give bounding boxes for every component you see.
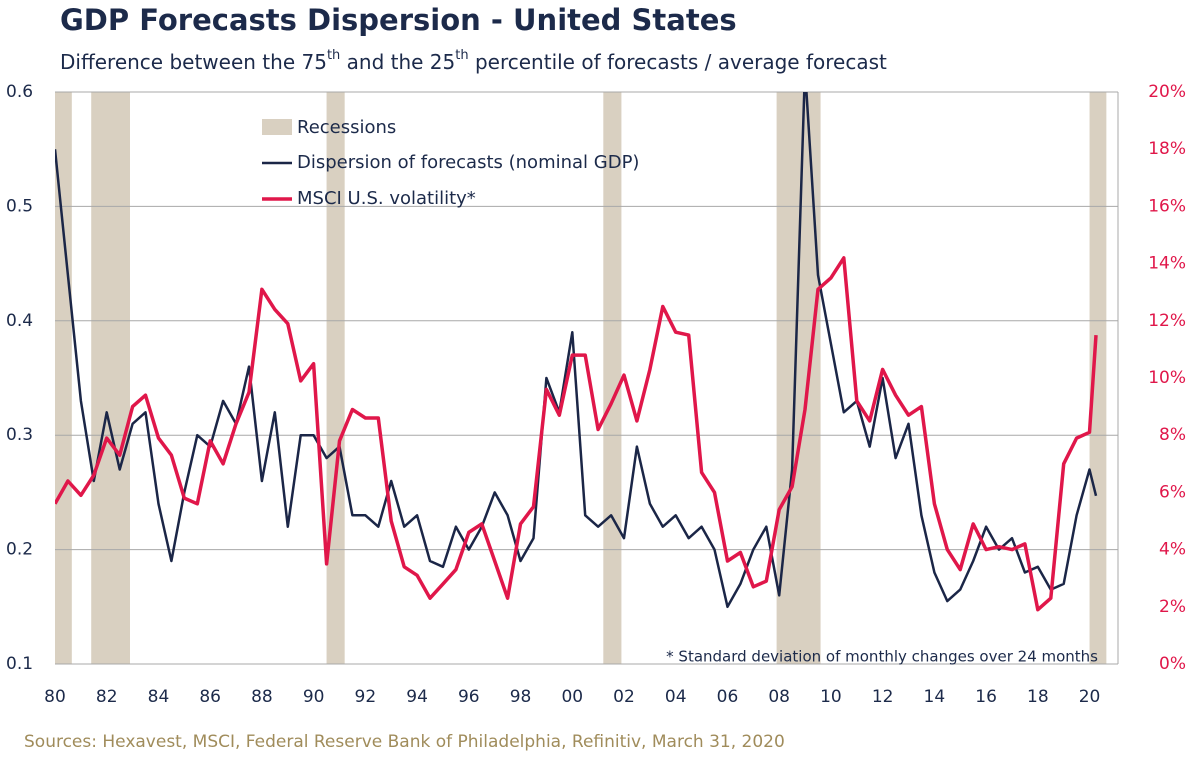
x-tick-label: 10 — [820, 687, 842, 707]
subtitle-superscript: th — [327, 48, 340, 63]
x-tick-label: 14 — [924, 687, 946, 707]
y2-tick-label: 16% — [1148, 196, 1186, 216]
recession-band — [55, 92, 72, 664]
recession-band — [1089, 92, 1107, 664]
subtitle-part: percentile of forecasts / average foreca… — [469, 50, 887, 74]
subtitle-superscript: th — [455, 48, 468, 63]
y-tick-label: 0.2 — [6, 540, 33, 560]
y2-tick-label: 12% — [1148, 311, 1186, 331]
legend-label: Recessions — [297, 117, 396, 138]
y2-tick-label: 10% — [1148, 368, 1186, 388]
x-tick-label: 08 — [768, 687, 790, 707]
series-line — [55, 92, 1098, 609]
series-line — [55, 256, 1098, 612]
x-tick-label: 86 — [199, 687, 221, 707]
x-tick-label: 84 — [148, 687, 170, 707]
subtitle-part: and the 25 — [340, 50, 455, 74]
x-tick-label: 90 — [303, 687, 325, 707]
x-tick-label: 02 — [613, 687, 635, 707]
annotation: * Standard deviation of monthly changes … — [666, 648, 1098, 666]
y2-tick-label: 18% — [1148, 139, 1186, 159]
x-tick-label: 16 — [975, 687, 997, 707]
x-tick-label: 04 — [665, 687, 687, 707]
x-tick-label: 20 — [1079, 687, 1101, 707]
recession-band — [776, 92, 821, 664]
y-tick-label: 0.3 — [6, 425, 33, 445]
x-tick-label: 96 — [458, 687, 480, 707]
y2-tick-label: 20% — [1148, 82, 1186, 102]
y-tick-label: 0.1 — [6, 654, 33, 674]
x-tick-label: 80 — [44, 687, 66, 707]
y2-tick-label: 0% — [1159, 654, 1186, 674]
plot-area — [55, 91, 1119, 665]
recession-band — [603, 92, 622, 664]
x-tick-label: 98 — [510, 687, 532, 707]
x-tick-label: 06 — [717, 687, 739, 707]
x-tick-label: 18 — [1027, 687, 1049, 707]
y2-tick-label: 4% — [1159, 540, 1186, 560]
source: Sources: Hexavest, MSCI, Federal Reserve… — [24, 732, 785, 752]
x-tick-label: 94 — [406, 687, 428, 707]
y2-tick-label: 8% — [1159, 425, 1186, 445]
recession-band — [326, 92, 345, 664]
legend: Recessions Dispersion of forecasts (nomin… — [262, 117, 639, 209]
x-tick-label: 82 — [96, 687, 118, 707]
chart-subtitle: Difference between the 75th and the 25th… — [60, 48, 887, 74]
y-tick-label: 0.5 — [6, 196, 33, 216]
y2-tick-label: 2% — [1159, 597, 1186, 617]
y2-tick-label: 6% — [1159, 482, 1186, 502]
legend-swatch — [262, 119, 292, 135]
legend-label: MSCI U.S. volatility* — [297, 188, 476, 209]
y2-tick-label: 14% — [1148, 254, 1186, 274]
y-tick-label: 0.4 — [6, 311, 33, 331]
subtitle-part: Difference between the 75 — [60, 50, 327, 74]
x-tick-label: 12 — [872, 687, 894, 707]
y-tick-label: 0.6 — [6, 82, 33, 102]
legend-label: Dispersion of forecasts (nominal GDP) — [297, 152, 639, 173]
x-tick-label: 88 — [251, 687, 273, 707]
x-tick-label: 92 — [355, 687, 377, 707]
recession-band — [91, 92, 131, 664]
chart-title: GDP Forecasts Dispersion - United States — [60, 3, 737, 37]
x-tick-label: 00 — [561, 687, 583, 707]
